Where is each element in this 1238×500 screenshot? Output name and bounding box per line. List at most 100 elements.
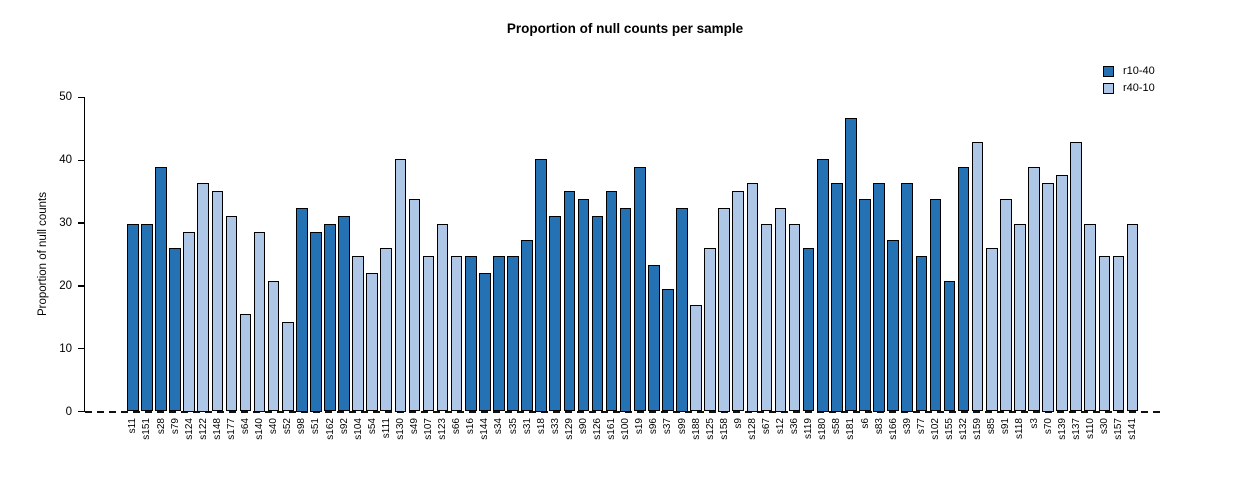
legend-item-r40-10: r40-10 (1103, 80, 1155, 97)
y-tick (78, 285, 84, 287)
bar (676, 207, 688, 412)
y-tick-label: 10 (59, 342, 72, 355)
x-tick-label: s70 (1042, 417, 1054, 434)
x-tick-label: s96 (648, 417, 660, 434)
x-tick-label: s181 (845, 417, 857, 440)
x-tick-label: s125 (704, 417, 716, 440)
x-tick-label: s58 (831, 417, 843, 434)
bar (127, 223, 139, 412)
bar (296, 207, 308, 412)
x-tick-label: s104 (352, 417, 364, 440)
x-tick-label: s79 (169, 417, 181, 434)
bar (338, 215, 350, 412)
y-tick-label: 30 (59, 216, 72, 229)
x-tick-label: s16 (465, 417, 477, 434)
bar (1112, 256, 1125, 412)
x-tick-label: s33 (549, 417, 561, 434)
bar (633, 166, 646, 412)
x-tick-label: s35 (507, 417, 519, 434)
bar (380, 248, 393, 412)
x-tick-label: s77 (915, 417, 927, 434)
x-tick-label: s18 (535, 417, 547, 434)
bar (479, 272, 491, 412)
x-tick-label: s102 (929, 417, 941, 440)
bar (873, 183, 885, 412)
x-tick-label: s139 (1056, 417, 1068, 440)
bar (535, 158, 547, 412)
bar (1126, 223, 1139, 412)
x-tick-label: s91 (1000, 417, 1012, 434)
bar (915, 256, 928, 412)
bar (577, 199, 590, 412)
legend-label-r10-40: r10-40 (1123, 65, 1155, 77)
bar (225, 215, 238, 412)
bar (155, 166, 167, 412)
x-tick-label: s9 (732, 417, 744, 429)
bar (619, 207, 632, 412)
x-tick-label: s98 (296, 417, 308, 434)
x-tick-label: s30 (1098, 417, 1110, 434)
x-tick-label: s51 (310, 417, 322, 434)
legend-swatch-r40-10 (1103, 83, 1114, 94)
x-tick-label: s19 (634, 417, 646, 434)
x-tick-label: s28 (155, 417, 167, 434)
y-tick (78, 348, 84, 350)
bar (957, 166, 970, 412)
x-tick-label: s140 (254, 417, 266, 440)
bar (197, 183, 210, 412)
x-tick-label: s40 (268, 417, 280, 434)
x-tick-label: s161 (606, 417, 618, 440)
x-tick-label: s54 (366, 417, 378, 434)
bar (493, 256, 505, 412)
bar (450, 256, 463, 412)
bar (901, 183, 914, 412)
x-tick-label: s123 (437, 417, 449, 440)
bar (859, 199, 871, 412)
x-tick-label: s126 (592, 417, 603, 440)
x-tick-label: s124 (183, 417, 195, 440)
bar (662, 289, 674, 412)
bar (352, 256, 364, 412)
x-tick-label: s122 (197, 417, 209, 440)
y-tick (78, 410, 84, 413)
x-tick-label: s151 (141, 417, 153, 440)
bar (507, 256, 519, 412)
chart-title: Proportion of null counts per sample (506, 21, 744, 36)
bar (549, 215, 562, 412)
bar (1028, 166, 1040, 412)
bar (831, 183, 843, 412)
bar (281, 321, 294, 412)
bar (366, 272, 379, 412)
x-tick-label: s107 (423, 417, 434, 440)
bar (943, 280, 956, 412)
x-tick-label: s67 (761, 417, 772, 434)
x-tick-label: s90 (577, 417, 589, 434)
bar (521, 240, 533, 412)
x-tick-label: s130 (394, 417, 406, 440)
bar (788, 223, 801, 412)
bar (648, 264, 660, 412)
x-tick-label: s144 (479, 417, 491, 440)
x-tick-label: s137 (1070, 417, 1082, 440)
x-tick-label: s118 (1014, 417, 1026, 439)
x-tick-label: s129 (563, 417, 575, 440)
bar (436, 223, 449, 412)
x-tick-label: s166 (887, 417, 899, 440)
x-tick-label: s3 (1028, 417, 1040, 429)
bar (690, 305, 702, 412)
bar (718, 207, 731, 412)
x-tick-label: s31 (521, 417, 533, 434)
x-tick-label: s162 (324, 417, 336, 440)
bar (774, 207, 787, 412)
x-tick-label: s66 (451, 417, 463, 434)
x-tick-label: s158 (718, 417, 730, 440)
x-tick-label: s111 (380, 417, 392, 438)
bar (422, 256, 435, 412)
x-tick-label: s39 (901, 417, 913, 434)
bar (310, 232, 322, 412)
bar (887, 240, 899, 412)
bar (816, 158, 829, 412)
bar (563, 191, 576, 412)
y-tick (78, 96, 84, 98)
